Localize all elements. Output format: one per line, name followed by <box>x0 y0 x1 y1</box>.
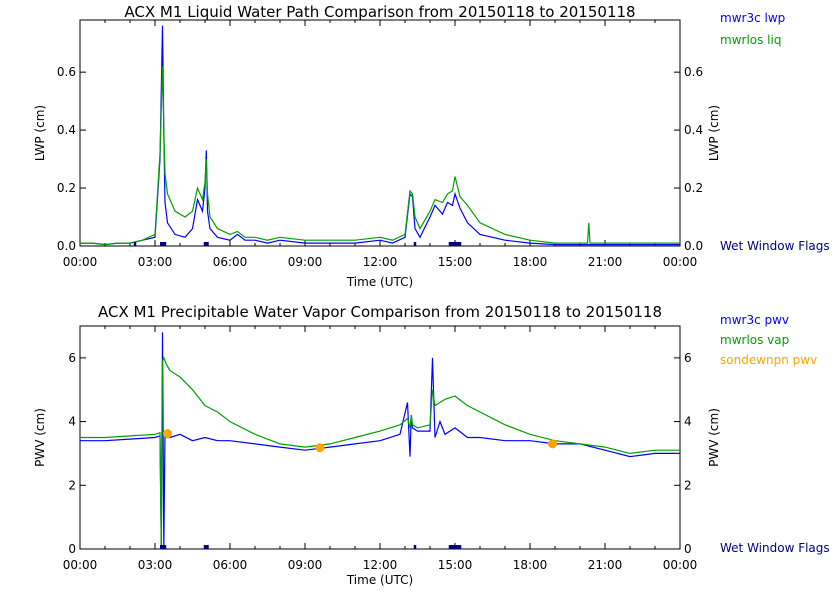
x-tick-label: 12:00 <box>363 558 398 572</box>
x-tick-label: 03:00 <box>138 558 173 572</box>
x-tick-label: 15:00 <box>438 255 473 269</box>
y-tick-label-right: 0.2 <box>684 181 703 195</box>
y-axis-label: PWV (cm) <box>33 408 47 467</box>
x-tick-label: 21:00 <box>588 558 623 572</box>
y-tick-label-right: 6 <box>684 351 692 365</box>
x-tick-label: 09:00 <box>288 558 323 572</box>
legend-entry: sondewnpn pwv <box>720 353 817 367</box>
wet-window-flag <box>448 242 462 246</box>
y-tick-label: 4 <box>68 415 76 429</box>
plot-frame <box>79 19 681 247</box>
wet-window-flag <box>413 545 417 549</box>
y-tick-label: 0.4 <box>57 123 76 137</box>
y-axis-label: LWP (cm) <box>33 105 47 161</box>
wet-window-flag <box>413 242 417 246</box>
wet-window-flag <box>160 242 167 246</box>
legend-entry: mwr3c lwp <box>720 11 785 25</box>
sonde-point <box>163 429 172 439</box>
x-tick-label: 15:00 <box>438 558 473 572</box>
x-tick-label: 18:00 <box>513 558 548 572</box>
wet-window-flags-label: Wet Window Flags <box>720 541 830 555</box>
wet-window-flag <box>448 545 462 549</box>
y-tick-label: 0.0 <box>57 239 76 253</box>
wet-window-flag <box>203 545 209 549</box>
y-tick-label-right: 2 <box>684 478 692 492</box>
legend-entry: mwr3c pwv <box>720 313 789 327</box>
y-tick-label-right: 0.0 <box>684 239 703 253</box>
sonde-point <box>548 439 557 449</box>
x-tick-label: 06:00 <box>213 558 248 572</box>
legend-entry: mwrlos liq <box>720 33 781 47</box>
x-tick-label: 06:00 <box>213 255 248 269</box>
series-line-mwrlos-vap <box>80 356 680 549</box>
x-tick-label: 00:00 <box>63 558 98 572</box>
wet-window-flag <box>133 242 137 246</box>
x-tick-label: 00:00 <box>663 255 698 269</box>
x-tick-label: 18:00 <box>513 255 548 269</box>
x-tick-label: 00:00 <box>63 255 98 269</box>
sonde-point <box>315 443 325 453</box>
chart-title: ACX M1 Precipitable Water Vapor Comparis… <box>98 303 662 321</box>
series-line-mwr3c-pwv <box>80 332 680 549</box>
y-tick-label: 0.2 <box>57 181 76 195</box>
series-line-mwr3c-lwp <box>80 25 680 246</box>
y-axis-label-right: PWV (cm) <box>707 408 721 467</box>
x-tick-label: 12:00 <box>363 255 398 269</box>
wet-window-flag <box>203 242 209 246</box>
chart-title: ACX M1 Liquid Water Path Comparison from… <box>124 3 635 21</box>
y-tick-label-right: 4 <box>684 415 692 429</box>
wet-window-flag <box>160 545 167 549</box>
x-tick-label: 03:00 <box>138 255 173 269</box>
y-tick-label-right: 0.4 <box>684 123 703 137</box>
y-tick-label: 2 <box>68 478 76 492</box>
y-tick-label: 6 <box>68 351 76 365</box>
x-tick-label: 00:00 <box>663 558 698 572</box>
x-tick-label: 09:00 <box>288 255 323 269</box>
y-tick-label-right: 0.6 <box>684 65 703 79</box>
y-axis-label-right: LWP (cm) <box>707 105 721 161</box>
legend-entry: mwrlos vap <box>720 333 789 347</box>
chart-panel-1 <box>79 19 681 247</box>
series-line-mwrlos-liq <box>80 66 680 246</box>
wet-window-flags-label: Wet Window Flags <box>720 239 830 253</box>
x-axis-label: Time (UTC) <box>346 573 413 587</box>
y-tick-label: 0.6 <box>57 65 76 79</box>
chart-panel-2 <box>79 325 681 550</box>
x-tick-label: 21:00 <box>588 255 623 269</box>
y-tick-label-right: 0 <box>684 542 692 556</box>
x-axis-label: Time (UTC) <box>346 275 413 289</box>
y-tick-label: 0 <box>68 542 76 556</box>
